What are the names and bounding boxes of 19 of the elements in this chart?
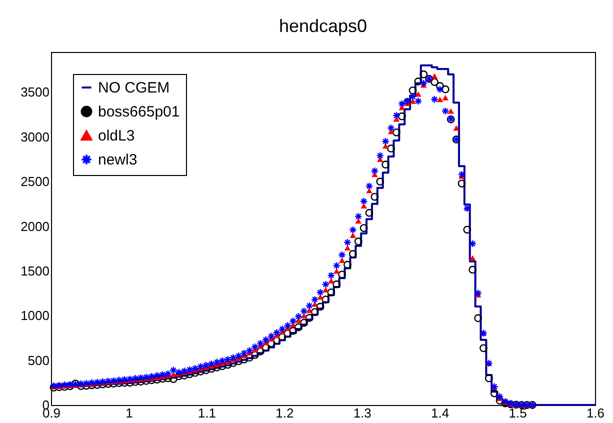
legend-label: oldL3 — [98, 128, 135, 144]
legend-label: NO CGEM — [98, 80, 170, 96]
y-tick-label: 3000 — [20, 129, 50, 144]
x-tick-label: 1 — [126, 406, 133, 420]
chart-title: hendcaps0 — [278, 16, 368, 36]
x-tick-label: 1.6 — [586, 406, 605, 420]
y-tick-label: 1500 — [20, 263, 50, 278]
y-tick-label: 3500 — [20, 84, 50, 100]
y-tick-label: 2500 — [20, 174, 50, 190]
x-tick-label: 1.1 — [198, 406, 216, 420]
legend-label: boss665p01 — [98, 104, 180, 120]
x-tick-label: 1.5 — [508, 406, 527, 420]
y-tick-label: 500 — [28, 352, 50, 368]
x-tick-label: 1.2 — [276, 406, 294, 420]
x-tick-label: 1.4 — [431, 406, 450, 420]
y-tick-label: 2000 — [20, 218, 50, 234]
legend-label: newl3 — [98, 152, 138, 168]
y-tick-label: 1000 — [20, 308, 50, 324]
x-tick-label: 1.3 — [353, 406, 372, 420]
